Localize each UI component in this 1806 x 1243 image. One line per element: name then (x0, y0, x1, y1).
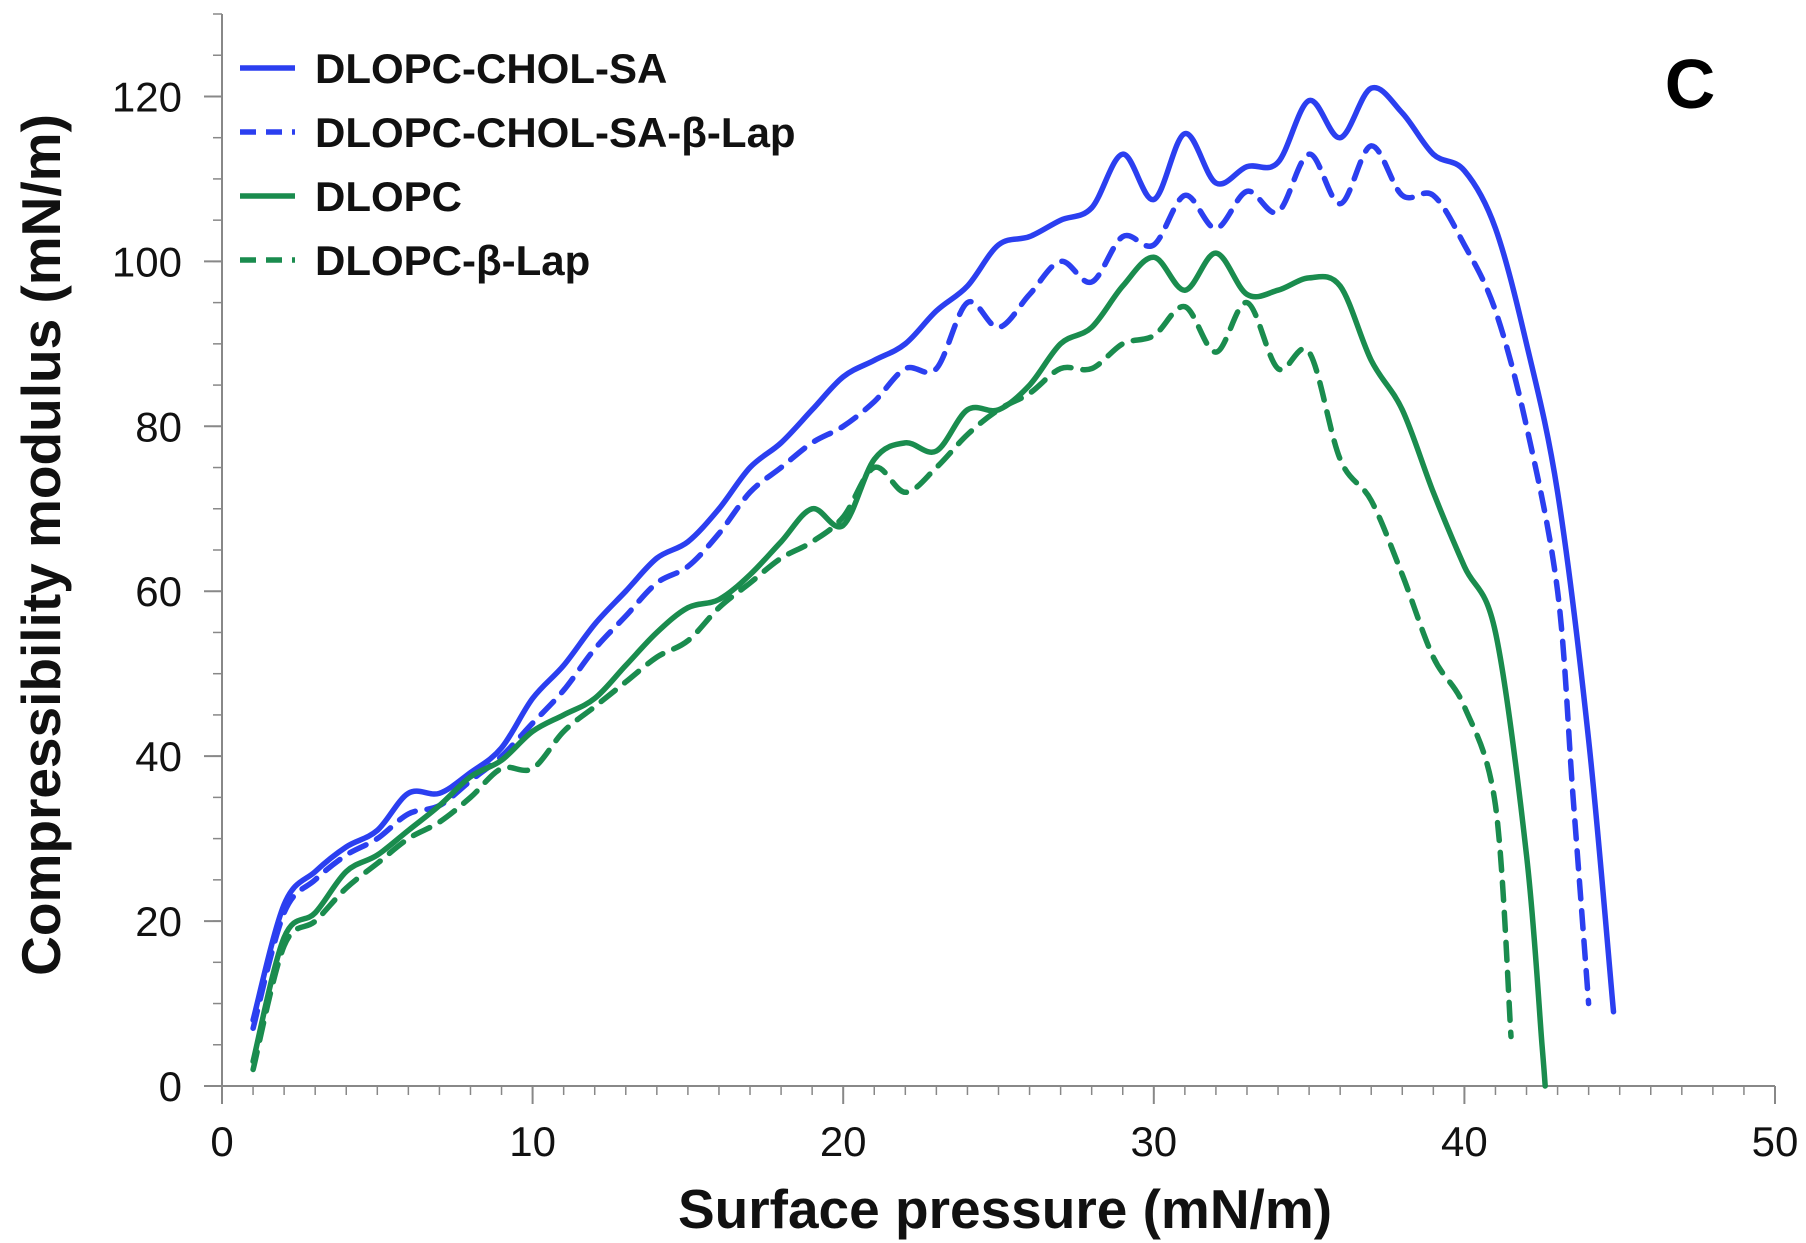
series-line-dlopc-lap (250, 299, 1514, 1073)
y-tick-label: 60 (135, 568, 182, 615)
y-tick-label: 80 (135, 403, 182, 450)
x-tick-label: 20 (820, 1118, 867, 1165)
series-line-dlopc (250, 250, 1548, 1089)
series-line-dlopc-chol-sa (250, 84, 1617, 1023)
x-tick-label: 10 (509, 1118, 556, 1165)
legend-label-dlopc-chol-sa: DLOPC-CHOL-SA (315, 45, 667, 92)
legend-label-dlopc: DLOPC (315, 173, 462, 220)
panel-label: C (1665, 45, 1716, 123)
x-axis-title: Surface pressure (mN/m) (678, 1178, 1332, 1240)
y-tick-label: 0 (159, 1063, 182, 1110)
x-tick-label: 50 (1752, 1118, 1799, 1165)
axes: 0 20 40 60 80 100 120 0 10 20 30 40 50 (112, 13, 1799, 1165)
x-tick-label: 40 (1441, 1118, 1488, 1165)
y-tick-label: 120 (112, 73, 182, 120)
legend: DLOPC-CHOL-SA DLOPC-CHOL-SA-β-Lap DLOPC DLO… (240, 45, 796, 284)
y-axis-title: Compressibility modulus (mN/m) (10, 114, 72, 976)
legend-label-dlopc-lap: DLOPC-β-Lap (315, 237, 590, 284)
y-tick-label: 100 (112, 238, 182, 285)
y-tick-label: 20 (135, 898, 182, 945)
legend-label-dlopc-chol-sa-lap: DLOPC-CHOL-SA-β-Lap (315, 109, 796, 156)
x-tick-label: 30 (1130, 1118, 1177, 1165)
series-layer (250, 84, 1617, 1089)
x-tick-label: 0 (210, 1118, 233, 1165)
y-tick-label: 40 (135, 733, 182, 780)
